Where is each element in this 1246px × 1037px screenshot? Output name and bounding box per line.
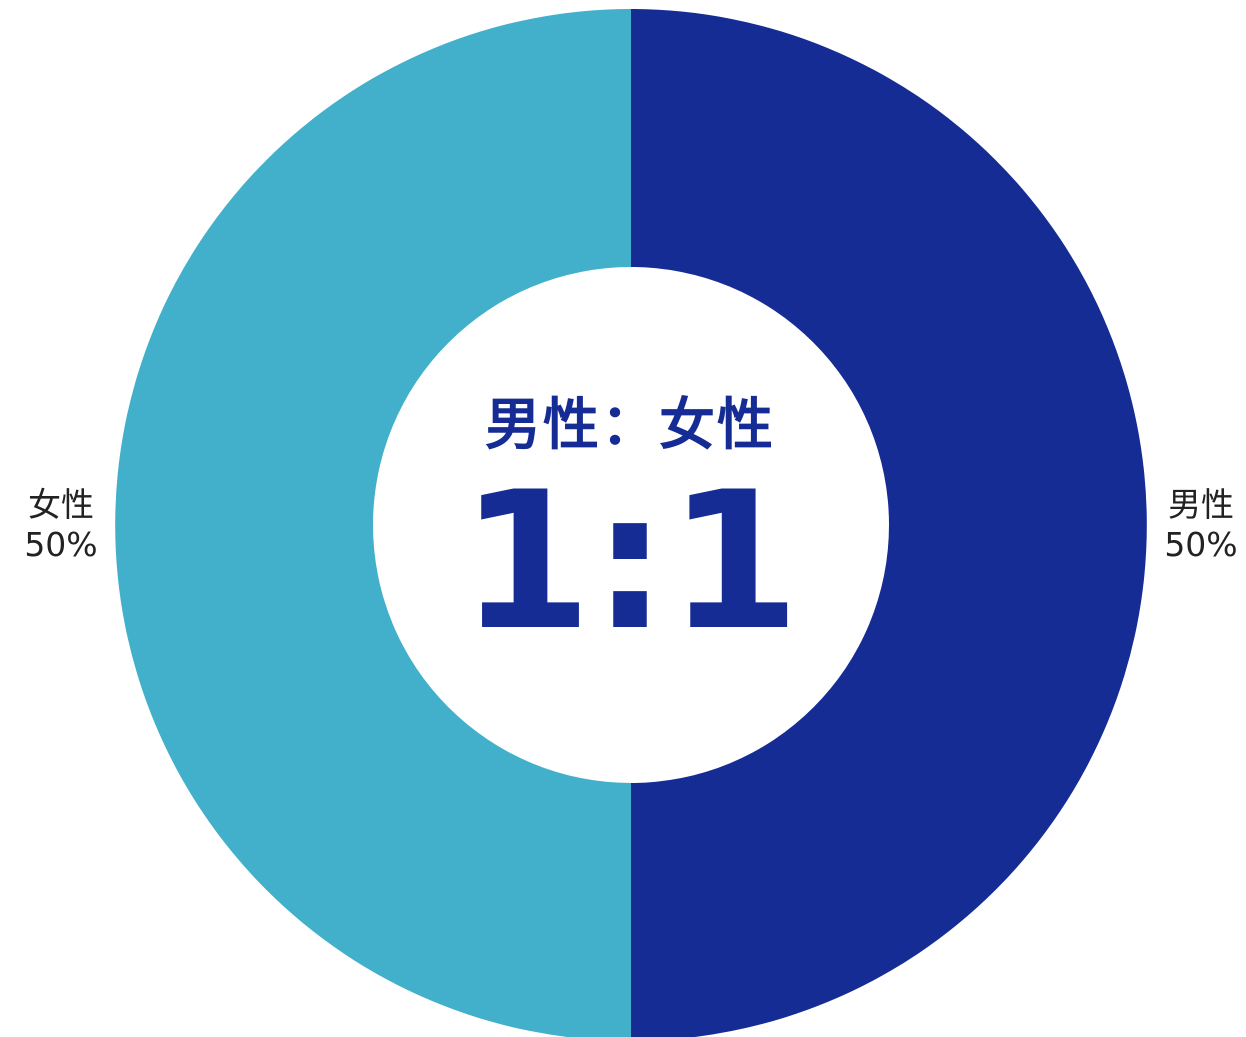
center-ratio: 1:1 <box>459 451 801 672</box>
slice-label-male: 男性 50% <box>1151 485 1246 565</box>
slice-label-female: 女性 50% <box>11 485 111 565</box>
slice-female <box>115 9 631 1037</box>
slice-male <box>631 9 1147 1037</box>
slice-label-female-value: 50% <box>24 525 98 564</box>
slices-group <box>115 9 1147 1037</box>
slice-label-male-value: 50% <box>1164 525 1238 564</box>
slice-label-female-category: 女性 <box>28 485 94 524</box>
donut-hole <box>373 267 889 783</box>
slice-label-male-category: 男性 <box>1168 485 1234 524</box>
center-title: 男性：女性 <box>485 393 775 458</box>
